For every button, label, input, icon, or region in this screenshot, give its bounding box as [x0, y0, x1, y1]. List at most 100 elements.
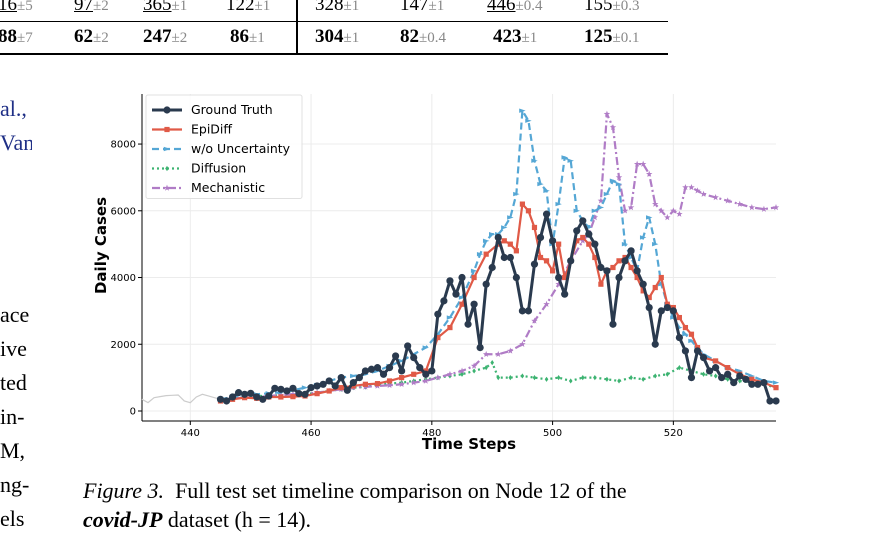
epidiff-point	[507, 241, 513, 247]
ground-truth-point	[301, 390, 309, 398]
ground-truth-point	[693, 347, 702, 355]
caption-text: Full test set timeline comparison on Nod…	[175, 478, 627, 503]
epidiff-point	[640, 288, 646, 294]
x-tick-label: 440	[181, 428, 200, 439]
epidiff-point	[773, 385, 779, 391]
ground-truth-point	[385, 364, 394, 372]
ground-truth-point	[379, 370, 388, 378]
ground-truth-point	[567, 257, 575, 265]
cell-pm: ±0.4	[515, 0, 543, 14]
ground-truth-point	[476, 343, 484, 352]
x-tick-label: 520	[664, 428, 683, 439]
legend-marker-w-o-uncertainty	[163, 146, 171, 152]
table-vrule	[296, 0, 298, 54]
cell-pm: ±0.1	[612, 30, 640, 46]
citation-link[interactable]: al.,	[0, 96, 27, 121]
ground-truth-point	[410, 354, 418, 362]
epidiff-point	[374, 381, 381, 387]
epidiff-point	[598, 281, 604, 287]
w-o-uncertainty-point	[603, 191, 611, 197]
mechanistic-point	[760, 205, 768, 212]
ground-truth-point	[772, 397, 780, 405]
ground-truth-point	[434, 310, 442, 318]
legend-marker-epidiff	[164, 126, 170, 133]
epidiff-point	[676, 314, 682, 321]
body-text-fragment: in-	[0, 404, 25, 429]
epidiff-point	[713, 358, 719, 364]
epidiff-point	[537, 254, 544, 261]
ground-truth-point	[265, 392, 273, 400]
ground-truth-point	[748, 380, 756, 388]
y-tick-label: 4000	[111, 273, 136, 284]
citation-link[interactable]: Van	[0, 130, 32, 155]
ground-truth-point	[651, 340, 659, 348]
table-cell: 147±1	[400, 0, 444, 16]
legend-label-diffusion: Diffusion	[191, 161, 246, 176]
mechanistic-point	[694, 187, 701, 194]
ground-truth-point	[361, 367, 370, 375]
ground-truth-point	[446, 277, 454, 285]
cell-value: 247	[143, 26, 172, 47]
epidiff-point	[278, 394, 284, 400]
diffusion-point	[665, 371, 670, 377]
ground-truth-point	[597, 263, 605, 272]
ground-truth-point	[482, 280, 490, 288]
epidiff-point	[586, 241, 592, 247]
epidiff-point	[574, 238, 580, 244]
ground-truth-point	[367, 365, 376, 373]
table-cell: 304±1	[315, 26, 359, 48]
x-tick-label: 500	[543, 428, 562, 439]
legend-label-epidiff: EpiDiff	[191, 122, 232, 137]
mechanistic-point	[621, 207, 629, 214]
w-o-uncertainty-point	[621, 241, 629, 247]
w-o-uncertainty-point	[350, 373, 357, 379]
mechanistic-point	[688, 184, 695, 191]
ground-truth-point	[500, 253, 508, 262]
diffusion-point	[544, 376, 549, 382]
epidiff-point	[290, 394, 296, 400]
diffusion-point	[701, 371, 706, 377]
w-o-uncertainty-point	[615, 181, 623, 187]
cell-pm: ±7	[17, 30, 33, 46]
mechanistic-point	[507, 347, 514, 354]
epidiff-point	[338, 385, 344, 391]
ground-truth-point	[524, 307, 533, 315]
w-o-uncertainty-point	[531, 158, 538, 163]
w-o-uncertainty-point	[682, 332, 689, 337]
y-tick-label: 2000	[111, 340, 136, 351]
epidiff-point	[556, 241, 562, 247]
mechanistic-point	[482, 350, 490, 358]
w-o-uncertainty-point	[507, 215, 514, 220]
ground-truth-point	[712, 364, 720, 372]
epidiff-point	[562, 274, 568, 281]
diffusion-point	[605, 376, 609, 382]
epidiff-point	[658, 274, 664, 281]
ground-truth-point	[392, 352, 400, 360]
table-cell: 328±1	[315, 0, 359, 16]
ground-truth-point	[724, 370, 732, 378]
ground-truth-point	[754, 380, 762, 388]
diffusion-point	[713, 373, 718, 379]
epidiff-point	[435, 334, 441, 341]
ground-truth-point	[283, 387, 291, 395]
epidiff-point	[549, 268, 556, 274]
ground-truth-line	[220, 212, 776, 403]
cell-value: 122	[226, 0, 255, 15]
ground-truth-series	[216, 210, 780, 405]
ground-truth-point	[355, 374, 363, 382]
ground-truth-point	[639, 280, 647, 288]
diffusion-point	[737, 378, 742, 384]
ground-truth-point	[730, 379, 738, 387]
w-o-uncertainty-point	[501, 225, 508, 230]
cell-value: 82	[400, 26, 419, 47]
mechanistic-point	[434, 374, 442, 381]
table-cell: 423±1	[493, 26, 537, 48]
w-o-uncertainty-point	[458, 295, 466, 300]
epidiff-point	[399, 375, 405, 381]
ground-truth-point	[506, 253, 514, 262]
table-cell: 16±5	[0, 0, 33, 16]
cell-value: 97	[74, 0, 93, 15]
ground-truth-point	[548, 237, 557, 245]
table-bottom-rule	[0, 53, 668, 55]
